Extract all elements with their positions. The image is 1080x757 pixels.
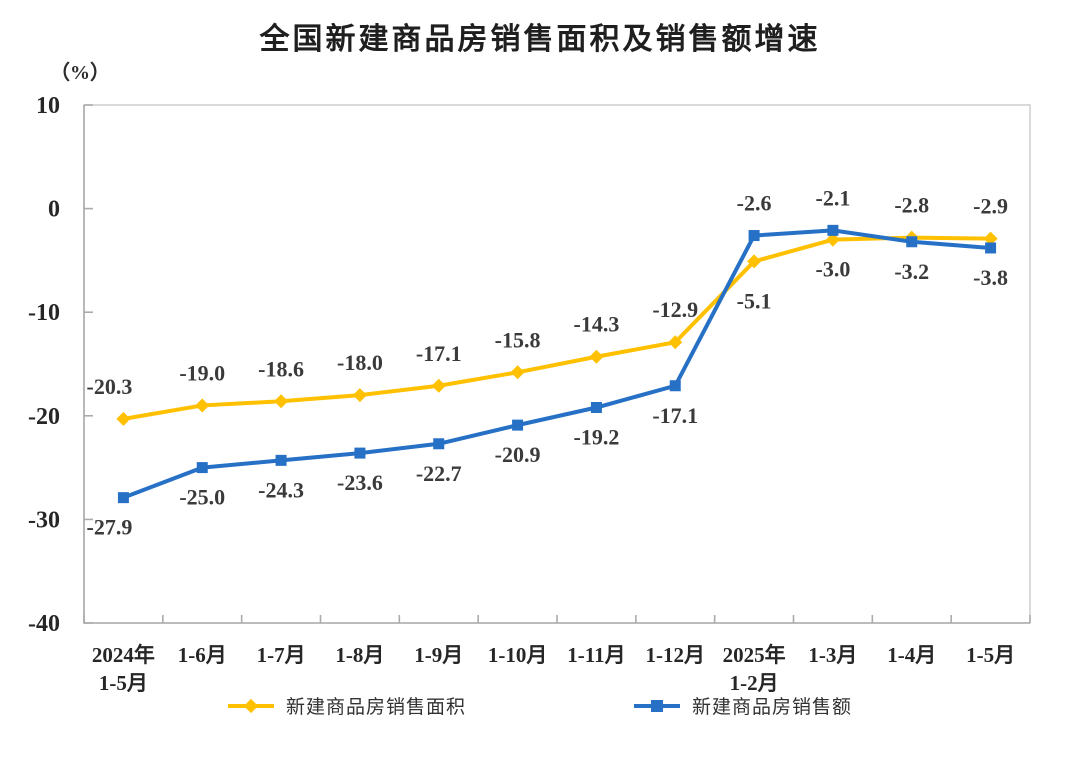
series-line-sales-area (121, 235, 993, 421)
y-axis-tick-label: -40 (28, 611, 60, 637)
diamond-data-point (195, 398, 210, 413)
legend-label-sales-amount: 新建商品房销售额 (692, 697, 853, 718)
y-axis-tick-label: -10 (28, 300, 60, 326)
diamond-data-point (274, 394, 289, 409)
data-point-label: -25.0 (179, 485, 225, 510)
data-point-label: -3.2 (894, 259, 929, 284)
x-axis-category-label: 2025年 (723, 643, 786, 667)
x-axis-category-label: 1-10月 (488, 643, 548, 667)
diamond-data-point (510, 365, 525, 380)
x-axis-category-label: 1-9月 (414, 643, 463, 667)
x-axis-category-label: 1-3月 (808, 643, 857, 667)
square-data-point (748, 230, 760, 242)
diamond-data-point (668, 335, 683, 350)
data-point-label: -2.1 (816, 185, 851, 210)
data-point-label: -18.6 (258, 356, 304, 381)
data-point-label: -2.9 (973, 194, 1008, 219)
data-point-label: -12.9 (652, 297, 698, 322)
x-axis-category-label: 1-11月 (567, 643, 625, 667)
legend-item-sales-area: 新建商品房销售面积 (227, 692, 466, 719)
square-data-point (827, 224, 839, 236)
x-axis-category-label: 1-6月 (178, 643, 227, 667)
diamond-data-point (747, 254, 762, 269)
x-axis-category-label: 1-2月 (730, 671, 779, 692)
y-axis-tick-label: 0 (48, 197, 60, 223)
diamond-data-point (825, 232, 840, 247)
data-point-label: -20.9 (495, 442, 541, 467)
legend-swatch-sales-amount (634, 699, 680, 713)
chart-title: 全国新建商品房销售面积及销售额增速 (259, 23, 821, 56)
data-point-label: -14.3 (574, 312, 620, 337)
square-data-point (117, 492, 129, 504)
data-point-label: -19.0 (179, 360, 225, 385)
square-data-point (906, 236, 918, 248)
data-point-label: -18.0 (337, 350, 383, 375)
data-point-label: -15.8 (495, 327, 541, 352)
diamond-data-point (431, 378, 446, 393)
data-point-label: -19.2 (574, 425, 620, 450)
diamond-marker-icon (243, 698, 259, 713)
diamond-data-point (116, 411, 131, 426)
chart-legend: 新建商品房销售面积 新建商品房销售额 (0, 692, 1080, 719)
line-chart-plot-area: 10 0 -10 -20 -30 -40 2024年 1-5月 1-6月 1-7月 1-8月 1-9月… (28, 93, 1031, 692)
legend-swatch-sales-area (227, 698, 274, 713)
square-data-point (985, 242, 997, 254)
x-axis-category-label: 1-4月 (887, 643, 936, 667)
y-axis-tick-label: -30 (28, 507, 60, 533)
legend-item-sales-amount: 新建商品房销售额 (634, 692, 852, 719)
series-line-sales-amount (121, 228, 993, 500)
data-point-label: -3.0 (816, 257, 851, 282)
square-data-point (590, 402, 602, 414)
x-axis-category-label: 1-12月 (646, 643, 706, 667)
diamond-data-point (983, 231, 998, 246)
diamond-data-point (352, 388, 367, 403)
y-axis-tick-label: 10 (36, 93, 60, 119)
data-point-label: -5.1 (737, 288, 772, 313)
y-axis-tick-label: -20 (28, 404, 60, 430)
diamond-data-point (589, 349, 604, 364)
square-data-point (354, 447, 366, 459)
x-axis-category-label: 1-5月 (99, 671, 148, 692)
data-point-label: -17.1 (652, 403, 698, 428)
x-axis-category-label: 1-5月 (966, 643, 1015, 667)
x-axis-category-label: 1-7月 (257, 643, 306, 667)
square-data-point (512, 419, 524, 431)
x-axis-category-label: 2024年 (92, 643, 155, 667)
data-point-label: -2.8 (894, 193, 929, 218)
x-axis-category-label: 1-8月 (335, 643, 384, 667)
legend-label-sales-area: 新建商品房销售面积 (285, 697, 466, 718)
square-data-point (433, 438, 445, 450)
square-data-point (669, 380, 681, 392)
data-point-label: -23.6 (337, 470, 383, 495)
data-point-label: -20.3 (87, 374, 133, 399)
data-point-label: -3.8 (973, 265, 1008, 290)
y-axis-unit-label: （%） (50, 62, 110, 84)
data-point-label: -24.3 (258, 477, 304, 502)
data-point-label: -22.7 (416, 461, 462, 486)
square-data-point (196, 462, 208, 474)
square-data-point (275, 454, 287, 466)
square-marker-icon (651, 699, 663, 712)
data-point-label: -27.9 (87, 515, 133, 540)
data-point-label: -2.6 (737, 191, 772, 216)
data-point-label: -17.1 (416, 341, 462, 366)
